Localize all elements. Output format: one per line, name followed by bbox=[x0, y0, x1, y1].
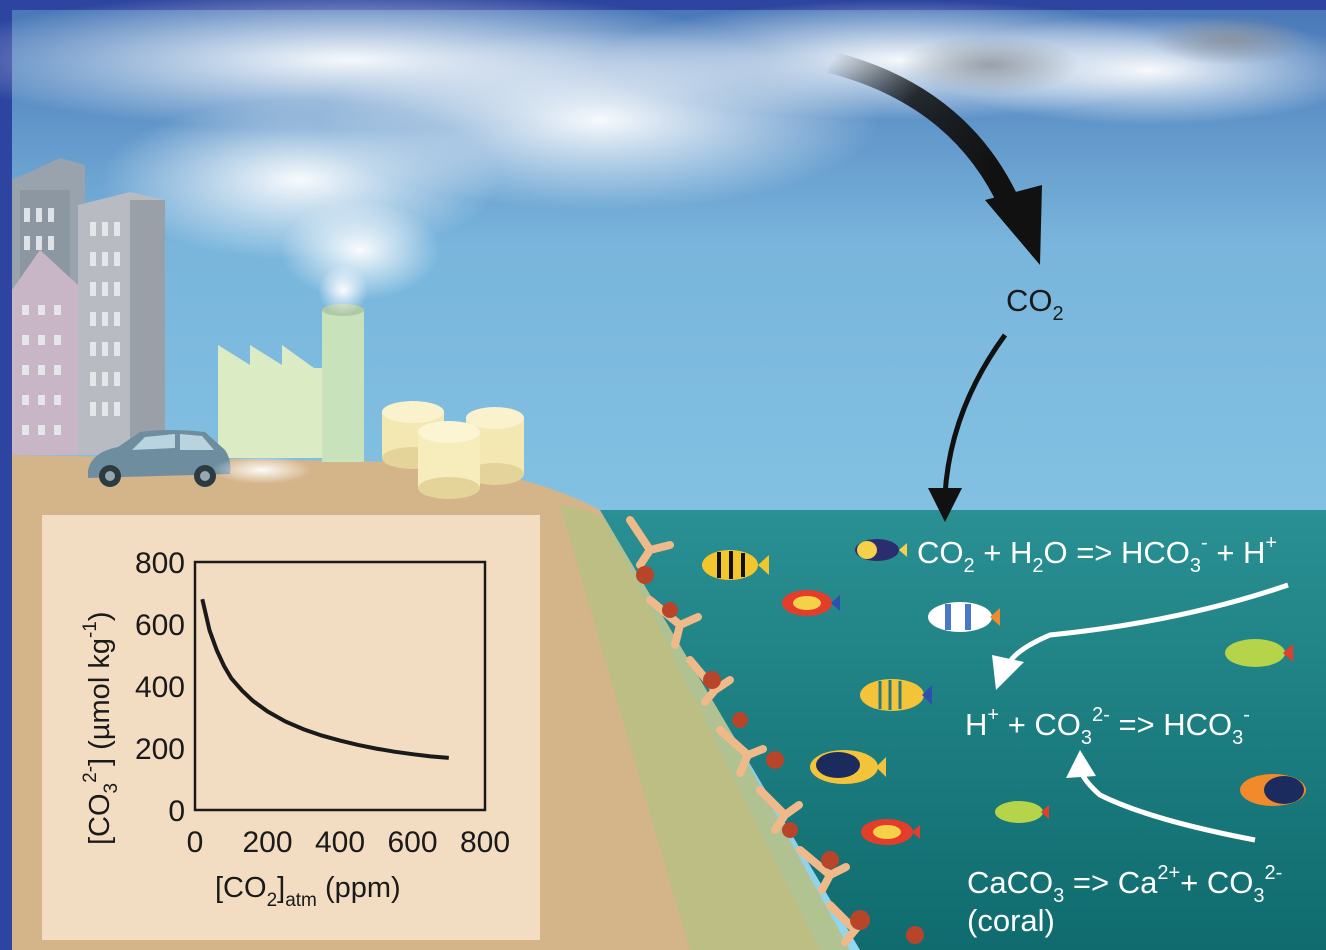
co2-emission-arrow bbox=[827, 51, 1042, 265]
eq3-part: 2+ bbox=[1157, 862, 1181, 884]
y-tick-label: 800 bbox=[135, 547, 185, 580]
equation-caco3: CaCO3 => Ca2++ CO32- bbox=[967, 863, 1282, 906]
eq2-part: + CO bbox=[999, 707, 1081, 742]
y-tick-label: 600 bbox=[135, 609, 185, 642]
co2-dissolve-arrow bbox=[928, 333, 1008, 522]
chart-background bbox=[42, 515, 540, 940]
car bbox=[88, 430, 312, 487]
eq3-part: 2- bbox=[1264, 862, 1283, 884]
eq1-part: + H bbox=[1207, 535, 1266, 570]
x-label-part: 2 bbox=[266, 890, 278, 911]
eq3-part: 3 bbox=[1053, 885, 1065, 907]
eq3-part: + CO bbox=[1180, 865, 1254, 900]
eq1-part: 2 bbox=[1032, 555, 1044, 577]
storage-tanks bbox=[382, 401, 524, 499]
x-label-part: (ppm) bbox=[316, 872, 401, 904]
y-label-part: -1 bbox=[80, 621, 101, 639]
y-label-part: ] (µmol kg bbox=[84, 638, 116, 766]
city-buildings bbox=[12, 158, 165, 455]
x-tick-label: 200 bbox=[242, 826, 292, 859]
y-label-part: [CO bbox=[84, 793, 116, 845]
eq2-part: - bbox=[1243, 704, 1250, 726]
x-label-part: atm bbox=[285, 890, 317, 911]
eq1-part: + H bbox=[974, 535, 1033, 570]
eq2-part: 2- bbox=[1092, 704, 1110, 726]
eq1-part: 3 bbox=[1189, 555, 1202, 577]
eq2-part: 3 bbox=[1232, 727, 1244, 749]
equation-co2-h2o: CO2 + H2O => HCO3- + H+ bbox=[917, 533, 1277, 576]
eq3-part: CaCO bbox=[967, 865, 1054, 900]
y-label-part: 2- bbox=[80, 765, 101, 783]
y-label-part: ) bbox=[84, 611, 116, 622]
plot-frame bbox=[193, 560, 487, 812]
reaction-arrow-2 bbox=[1066, 750, 1256, 843]
eq2-part: 3 bbox=[1080, 727, 1093, 749]
y-axis-label: [CO32-] (µmol kg-1) bbox=[80, 611, 123, 845]
eq1-part: CO bbox=[917, 535, 964, 570]
eq1-part: 2 bbox=[963, 555, 975, 577]
fish bbox=[702, 539, 1306, 845]
slope bbox=[560, 505, 850, 950]
co2-label-main: CO bbox=[1006, 283, 1053, 318]
x-label-part: ] bbox=[277, 872, 286, 904]
y-label-part: 3 bbox=[101, 782, 122, 794]
x-tick-label: 400 bbox=[315, 826, 365, 859]
y-tick-label: 0 bbox=[168, 795, 185, 828]
clouds bbox=[0, 0, 1326, 300]
factory bbox=[218, 265, 368, 462]
y-tick-label: 200 bbox=[135, 733, 185, 766]
eq1-part: O => HCO bbox=[1043, 535, 1190, 570]
x-tick-label: 600 bbox=[387, 826, 437, 859]
y-tick-labels: 0 200 400 600 800 bbox=[135, 547, 185, 828]
x-label-part: [CO bbox=[215, 872, 267, 904]
eq3-part: 3 bbox=[1253, 885, 1265, 907]
x-tick-label: 0 bbox=[187, 826, 204, 859]
coral-reef bbox=[626, 516, 924, 946]
x-tick-labels: 0 200 400 600 800 bbox=[187, 826, 510, 859]
eq2-part: + bbox=[987, 704, 1000, 726]
y-tick-label: 400 bbox=[135, 671, 185, 704]
co2-atmosphere-label: CO2 bbox=[1006, 285, 1064, 324]
eq2-part: => HCO bbox=[1109, 707, 1233, 742]
reaction-arrow-1 bbox=[992, 582, 1289, 690]
x-tick-label: 800 bbox=[460, 826, 510, 859]
eq3-part: => Ca bbox=[1064, 865, 1158, 900]
eq1-part: + bbox=[1265, 532, 1278, 554]
equation-h-co3: H+ + CO32- => HCO3- bbox=[965, 705, 1250, 748]
co2-label-sub: 2 bbox=[1052, 303, 1064, 325]
eq2-part: H bbox=[965, 707, 988, 742]
chart-inset: 0 200 400 600 800 0 200 400 600 800 bbox=[42, 515, 540, 940]
series-line bbox=[200, 598, 449, 760]
coral-note: (coral) bbox=[967, 903, 1055, 938]
eq1-part: - bbox=[1201, 532, 1208, 554]
x-axis-label: [CO2]atm (ppm) bbox=[215, 872, 401, 912]
